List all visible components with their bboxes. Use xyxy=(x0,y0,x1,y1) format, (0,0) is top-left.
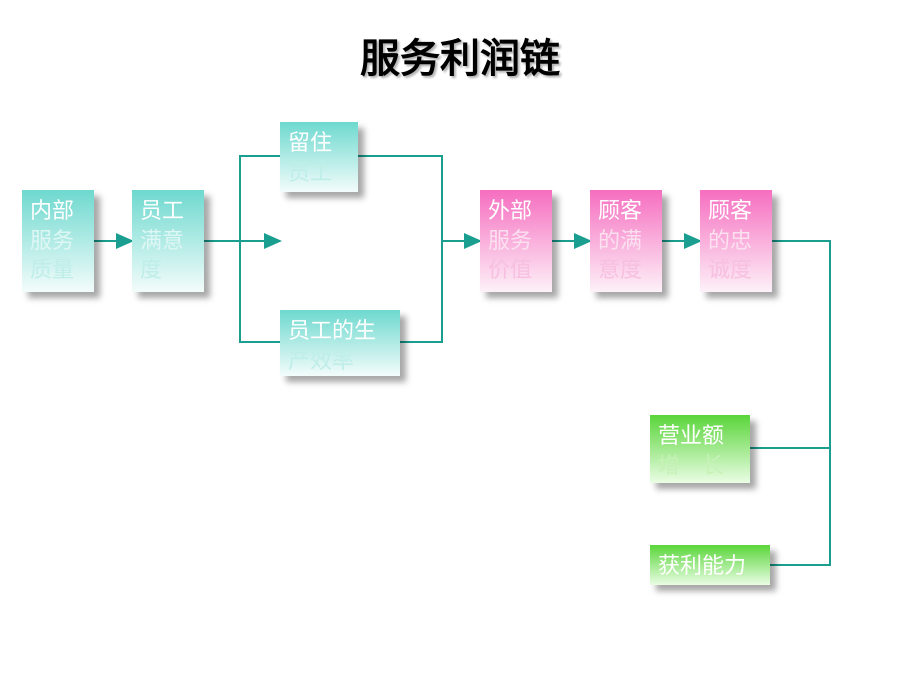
node-retain-employee: 留住员工 xyxy=(280,122,358,192)
node-text-line: 服务 xyxy=(30,226,86,256)
node-text-line: 质量 xyxy=(30,255,86,285)
node-text-line: 获利能力 xyxy=(658,551,762,581)
page-title: 服务利润链 xyxy=(0,26,920,84)
node-text-line: 增 长 xyxy=(658,451,742,481)
node-text-line: 满意 xyxy=(140,226,196,256)
node-text-line: 员工 xyxy=(288,158,350,188)
node-revenue-growth: 营业额增 长 xyxy=(650,415,750,483)
node-text-line: 的满 xyxy=(598,226,654,256)
node-customer-loyalty: 顾客的忠诚度 xyxy=(700,190,772,292)
edge-5 xyxy=(400,241,442,342)
node-text-line: 留住 xyxy=(288,128,350,158)
node-employee-satisfaction: 员工满意度 xyxy=(132,190,204,292)
node-text-line: 意度 xyxy=(598,255,654,285)
node-text-line: 内部 xyxy=(30,196,86,226)
node-text-line: 营业额 xyxy=(658,421,742,451)
node-text-line: 诚度 xyxy=(708,255,764,285)
node-external-service-value: 外部服务价值 xyxy=(480,190,552,292)
node-text-line: 度 xyxy=(140,255,196,285)
edge-2 xyxy=(240,156,280,241)
node-text-line: 产效率 xyxy=(288,346,392,376)
node-text-line: 员工 xyxy=(140,196,196,226)
node-text-line: 外部 xyxy=(488,196,544,226)
edge-10 xyxy=(770,448,830,565)
edge-4 xyxy=(358,156,442,241)
edges-layer xyxy=(0,0,920,690)
node-text-line: 顾客 xyxy=(598,196,654,226)
edge-3 xyxy=(240,241,280,342)
node-internal-service: 内部服务质量 xyxy=(22,190,94,292)
node-text-line: 的忠 xyxy=(708,226,764,256)
node-employee-productivity: 员工的生产效率 xyxy=(280,310,400,376)
node-text-line: 价值 xyxy=(488,255,544,285)
node-text-line: 员工的生 xyxy=(288,316,392,346)
node-text-line: 顾客 xyxy=(708,196,764,226)
node-text-line: 服务 xyxy=(488,226,544,256)
node-customer-satisfaction: 顾客的满意度 xyxy=(590,190,662,292)
node-profitability: 获利能力 xyxy=(650,545,770,585)
